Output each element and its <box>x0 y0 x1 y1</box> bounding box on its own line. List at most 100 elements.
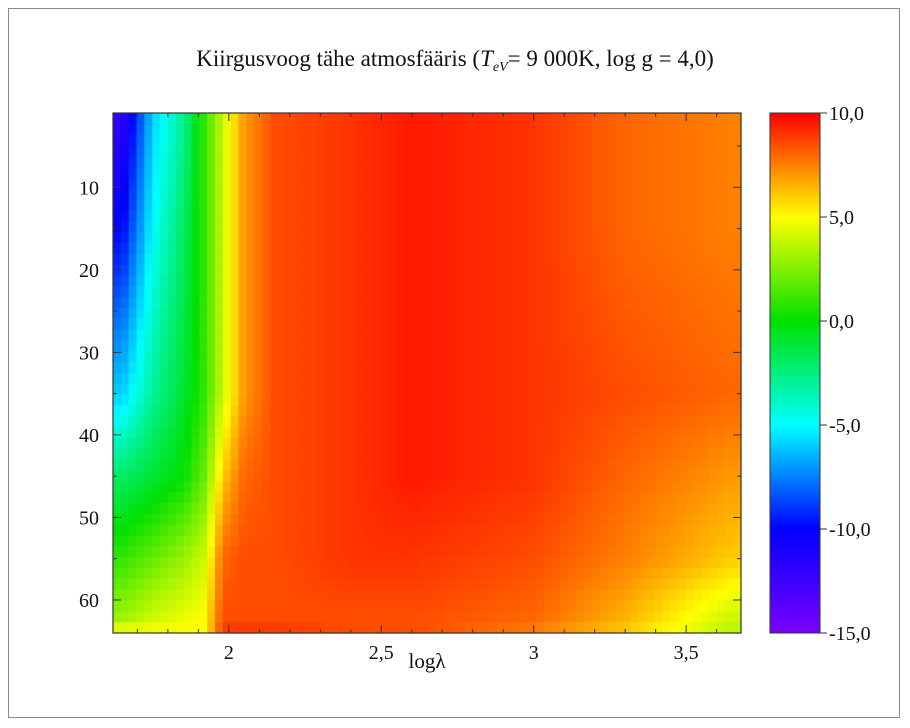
heatmap-cell <box>670 470 679 482</box>
heatmap-cell <box>591 167 601 179</box>
heatmap-cell <box>419 113 428 125</box>
heatmap-cell <box>309 611 318 623</box>
heatmap-cell <box>489 438 499 450</box>
heatmap-cell <box>301 167 310 179</box>
heatmap-cell <box>144 568 153 580</box>
heatmap-cell <box>317 383 326 396</box>
heatmap-cell <box>285 318 295 331</box>
heatmap-cell <box>270 427 279 439</box>
heatmap-cell <box>505 232 514 244</box>
heatmap-cell <box>411 221 420 233</box>
heatmap-cell <box>513 113 522 125</box>
heatmap-cell <box>301 383 310 396</box>
heatmap-cell <box>709 405 719 417</box>
heatmap-cell <box>175 438 185 450</box>
heatmap-cell <box>560 535 569 547</box>
heatmap-cell <box>222 438 232 450</box>
heatmap-cell <box>427 503 436 515</box>
heatmap-cell <box>395 589 405 602</box>
heatmap-cell <box>262 503 271 515</box>
heatmap-cell <box>175 297 185 309</box>
heatmap-cell <box>254 351 263 363</box>
heatmap-cell <box>356 427 365 439</box>
heatmap-cell <box>301 297 310 309</box>
heatmap-cell <box>631 600 640 612</box>
heatmap-cell <box>631 156 640 168</box>
heatmap-cell <box>458 199 467 212</box>
heatmap-cell <box>725 589 734 602</box>
heatmap-cell <box>450 145 459 157</box>
heatmap-cell <box>230 199 240 212</box>
heatmap-cell <box>670 188 679 201</box>
heatmap-cell <box>372 427 381 439</box>
heatmap-cell <box>293 113 302 125</box>
heatmap-cell <box>199 438 208 450</box>
heatmap-cell <box>324 286 334 298</box>
heatmap-cell <box>152 113 161 125</box>
heatmap-cell <box>725 622 734 634</box>
heatmap-cell <box>246 156 255 168</box>
heatmap-cell <box>646 438 656 450</box>
heatmap-cell <box>678 199 687 212</box>
heatmap-cell <box>277 394 287 407</box>
heatmap-cell <box>560 340 569 352</box>
heatmap-cell <box>638 427 648 439</box>
heatmap-cell <box>725 232 734 244</box>
heatmap-cell <box>474 459 483 472</box>
heatmap-cell <box>733 329 742 342</box>
heatmap-cell <box>215 123 224 136</box>
heatmap-cell <box>701 167 711 179</box>
heatmap-cell <box>521 448 530 461</box>
heatmap-cell <box>615 492 624 504</box>
heatmap-cell <box>584 286 593 298</box>
heatmap-cell <box>395 243 405 255</box>
heatmap-cell <box>607 199 616 212</box>
heatmap-cell <box>419 340 428 352</box>
heatmap-cell <box>466 297 475 309</box>
heatmap-cell <box>529 448 538 461</box>
heatmap-cell <box>662 351 671 363</box>
heatmap-cell <box>552 210 562 222</box>
heatmap-cell <box>489 199 499 212</box>
heatmap-cell <box>136 188 145 201</box>
heatmap-cell <box>160 329 169 342</box>
heatmap-cell <box>474 329 483 342</box>
heatmap-cell <box>733 503 742 515</box>
heatmap-cell <box>222 221 232 233</box>
heatmap-cell <box>599 535 609 547</box>
heatmap-cell <box>293 178 302 190</box>
heatmap-cell <box>693 438 703 450</box>
heatmap-cell <box>576 340 585 352</box>
heatmap-cell <box>584 221 593 233</box>
heatmap-cell <box>191 253 200 266</box>
heatmap-cell <box>599 459 609 472</box>
heatmap-cell <box>372 351 381 363</box>
heatmap-cell <box>113 188 122 201</box>
heatmap-cell <box>419 221 428 233</box>
heatmap-cell <box>568 492 577 504</box>
heatmap-cell <box>552 448 562 461</box>
heatmap-cell <box>419 123 428 136</box>
heatmap-cell <box>246 340 255 352</box>
heatmap-cell <box>419 253 428 266</box>
heatmap-cell <box>670 210 679 222</box>
heatmap-cell <box>262 416 271 428</box>
heatmap-cell <box>419 459 428 472</box>
heatmap-cell <box>317 253 326 266</box>
heatmap-cell <box>481 286 491 298</box>
heatmap-cell <box>379 156 389 168</box>
heatmap-cell <box>466 210 475 222</box>
heatmap-cell <box>576 297 585 309</box>
heatmap-cell <box>693 286 703 298</box>
heatmap-cell <box>591 188 601 201</box>
heatmap-cell <box>599 351 609 363</box>
heatmap-cell <box>144 123 153 136</box>
heatmap-cell <box>568 383 577 396</box>
heatmap-cell <box>340 546 350 558</box>
heatmap-cell <box>450 427 459 439</box>
heatmap-cell <box>222 373 232 385</box>
heatmap-cell <box>136 481 145 493</box>
heatmap-cell <box>709 297 719 309</box>
heatmap-cell <box>364 503 373 515</box>
heatmap-cell <box>379 557 389 569</box>
